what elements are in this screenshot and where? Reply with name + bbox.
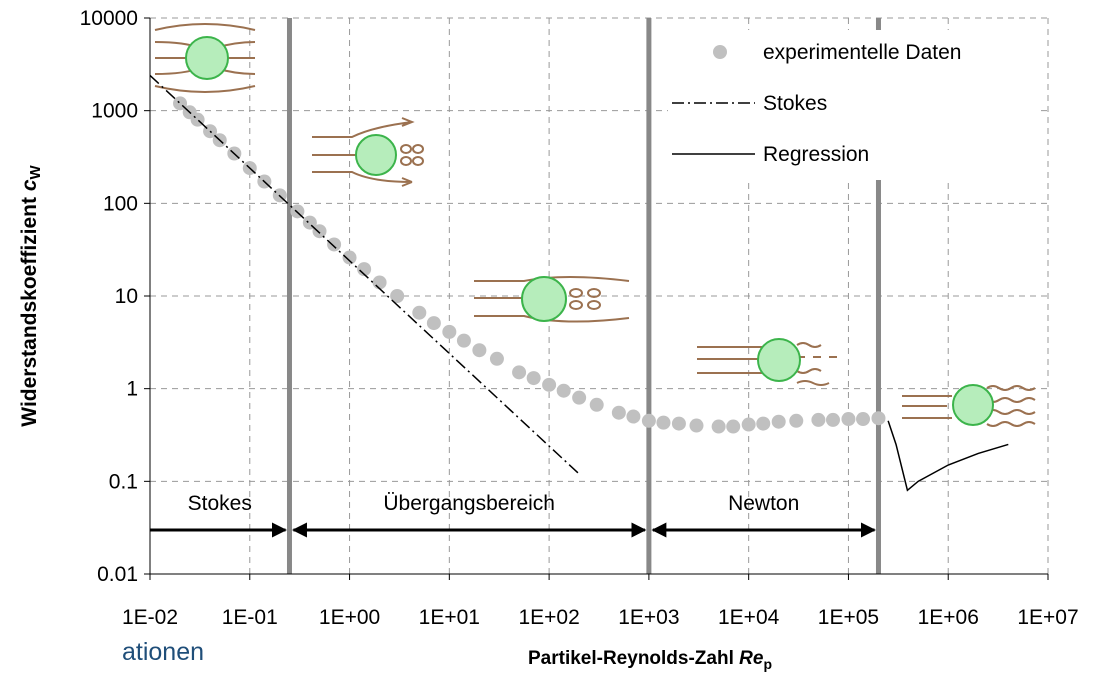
legend-label: Stokes: [763, 92, 827, 115]
data-point: [390, 289, 405, 303]
x-tick-label: 1E+00: [319, 606, 380, 629]
x-tick-label: 1E-02: [122, 606, 178, 629]
y-label-symbol: c: [18, 179, 41, 191]
footer-fragment: ationen: [122, 638, 204, 666]
y-axis-label: Widerstandskoeffizient cW: [18, 164, 44, 426]
y-tick-label: 0.01: [97, 563, 138, 586]
data-point: [641, 413, 656, 428]
x-axis-label: Partikel-Reynolds-Zahl Rep: [528, 648, 772, 672]
legend-marker: [713, 45, 727, 59]
legend-background: [668, 30, 1038, 180]
plot-area: Stokes Übergangsbereich Newton: [149, 74, 1009, 538]
y-tick-label: 1000: [91, 100, 138, 123]
data-point: [689, 418, 704, 433]
series-line: [887, 420, 1009, 492]
data-point: [442, 324, 457, 339]
data-point: [756, 416, 771, 431]
x-tick-label: 1E+03: [618, 606, 679, 629]
data-point: [512, 365, 527, 380]
series-line: [149, 74, 580, 475]
data-point: [489, 351, 504, 366]
data-point: [811, 412, 826, 427]
y-tick-label: 100: [103, 192, 138, 215]
legend: experimentelle Daten Stokes Regression: [672, 41, 961, 166]
data-point: [556, 383, 571, 398]
data-point: [357, 262, 372, 277]
data-point: [589, 397, 604, 412]
data-point: [412, 305, 427, 320]
data-point: [711, 419, 726, 434]
data-point: [871, 411, 886, 426]
data-point: [856, 412, 871, 427]
data-point: [472, 343, 487, 358]
y-label-text: Widerstandskoeffizient: [18, 197, 41, 427]
legend-label: experimentelle Daten: [763, 41, 961, 64]
data-point: [626, 409, 641, 424]
data-point: [572, 390, 587, 405]
y-tick-label: 1: [126, 378, 138, 401]
data-point: [312, 224, 327, 239]
x-tick-label: 1E+01: [419, 606, 480, 629]
x-tick-label: 1E+05: [818, 606, 879, 629]
region-label: Newton: [728, 492, 799, 515]
data-point: [611, 405, 626, 420]
x-label-subscript: p: [763, 656, 772, 672]
data-point: [342, 250, 357, 265]
x-label-symbol: Re: [739, 648, 764, 669]
x-tick-label: 1E+06: [918, 606, 979, 629]
y-tick-label: 0.1: [109, 470, 138, 493]
data-point: [825, 412, 840, 427]
x-tick-label: 1E+07: [1017, 606, 1078, 629]
data-point: [456, 333, 471, 348]
data-point: [327, 237, 342, 252]
x-tick-label: 1E-01: [222, 606, 278, 629]
region-label: Übergangsbereich: [383, 492, 555, 515]
y-tick-label: 10000: [80, 7, 138, 30]
legend-label: Regression: [763, 143, 869, 166]
data-point: [426, 316, 441, 331]
x-tick-label: 1E+04: [718, 606, 780, 629]
data-point: [656, 415, 671, 430]
y-label-subscript: W: [27, 164, 44, 179]
data-point: [841, 412, 856, 427]
y-tick-label: 10: [115, 285, 138, 308]
data-point: [302, 215, 317, 230]
data-point: [771, 414, 786, 429]
axes: 0.01 0.1 1 10 100 1000 10000 1E-02 1E-01 1E+00 1E+…: [80, 7, 1079, 629]
data-point: [526, 371, 541, 386]
data-point: [789, 413, 804, 428]
x-label-text: Partikel-Reynolds-Zahl: [528, 648, 734, 669]
region-label: Stokes: [188, 492, 252, 515]
data-point: [741, 417, 756, 432]
x-tick-label: 1E+02: [518, 606, 579, 629]
flow-icons: [154, 23, 1036, 427]
data-point: [726, 419, 741, 434]
data-point: [542, 377, 557, 392]
data-point: [372, 275, 387, 290]
data-point: [671, 416, 686, 431]
